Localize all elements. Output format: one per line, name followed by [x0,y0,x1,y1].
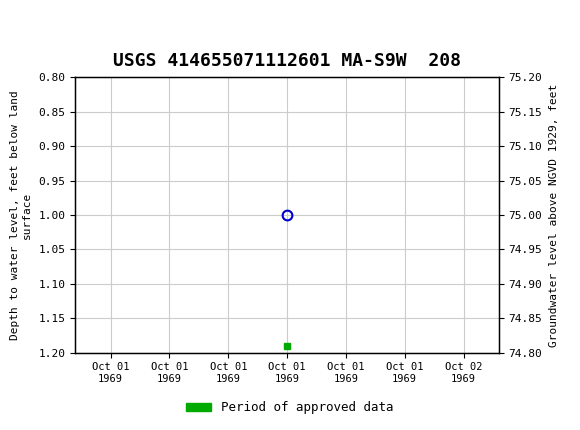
Text: ≡USGS: ≡USGS [12,16,78,36]
Y-axis label: Depth to water level, feet below land
surface: Depth to water level, feet below land su… [10,90,32,340]
Legend: Period of approved data: Period of approved data [181,396,399,419]
Title: USGS 414655071112601 MA-S9W  208: USGS 414655071112601 MA-S9W 208 [113,52,461,70]
Y-axis label: Groundwater level above NGVD 1929, feet: Groundwater level above NGVD 1929, feet [549,83,559,347]
